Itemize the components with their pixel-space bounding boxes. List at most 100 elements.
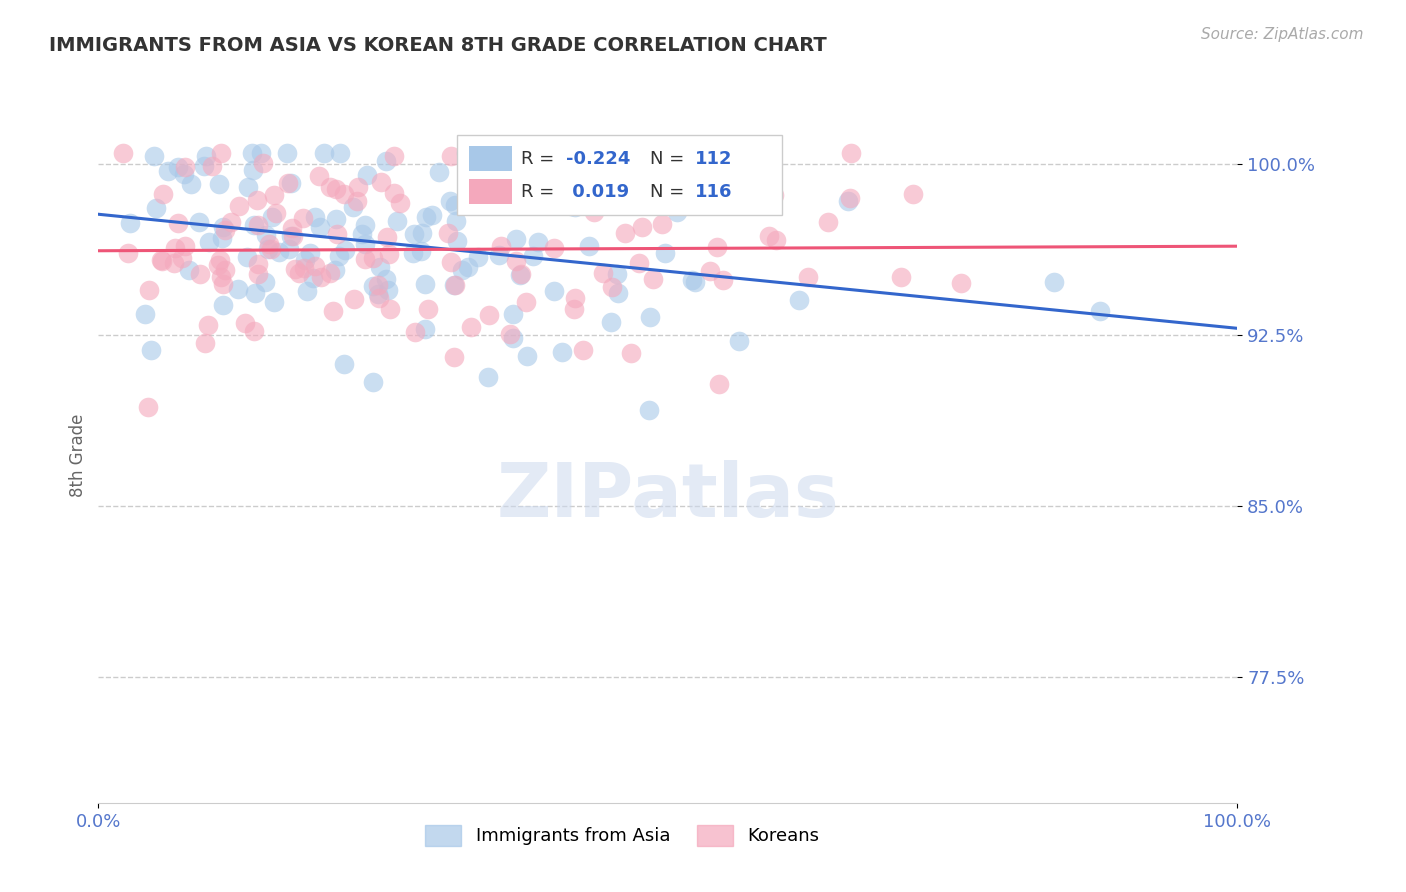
Point — [454, 145, 477, 160]
Point — [291, 211, 314, 226]
Point — [257, 242, 280, 256]
Point — [260, 210, 283, 224]
Point — [361, 375, 384, 389]
Point — [643, 272, 665, 286]
Point — [195, 149, 218, 163]
Point — [243, 285, 266, 300]
Point — [738, 188, 761, 202]
Point — [543, 284, 565, 298]
Point — [243, 324, 266, 338]
Point — [281, 221, 304, 235]
Point — [254, 228, 277, 243]
Point — [246, 193, 269, 207]
Point — [572, 343, 595, 357]
Point — [207, 259, 229, 273]
Text: IMMIGRANTS FROM ASIA VS KOREAN 8TH GRADE CORRELATION CHART: IMMIGRANTS FROM ASIA VS KOREAN 8TH GRADE… — [49, 36, 827, 54]
Point — [527, 235, 550, 250]
Point — [509, 268, 531, 282]
Point — [578, 239, 600, 253]
Point — [378, 247, 401, 261]
Point — [416, 302, 439, 317]
Point — [193, 159, 215, 173]
Text: Source: ZipAtlas.com: Source: ZipAtlas.com — [1201, 27, 1364, 42]
Point — [276, 145, 298, 160]
Point — [194, 335, 217, 350]
Point — [758, 229, 780, 244]
Point — [522, 249, 544, 263]
Point — [280, 229, 302, 244]
Point — [209, 269, 232, 284]
Point — [172, 251, 194, 265]
Point — [443, 278, 465, 293]
Point — [551, 344, 574, 359]
Point — [150, 253, 173, 268]
Point — [444, 197, 467, 211]
Point — [292, 260, 315, 275]
Text: N =: N = — [650, 150, 689, 168]
Point — [250, 145, 273, 160]
Point — [564, 301, 586, 316]
Point — [411, 226, 433, 240]
FancyBboxPatch shape — [457, 135, 782, 215]
Point — [139, 343, 162, 357]
Point — [382, 186, 405, 200]
Point — [235, 250, 257, 264]
Point — [370, 260, 392, 275]
Point — [439, 194, 461, 208]
Point — [149, 253, 172, 268]
Point — [515, 294, 537, 309]
Point — [319, 180, 342, 194]
Point — [367, 286, 389, 301]
Point — [277, 177, 299, 191]
Point — [333, 357, 356, 371]
Point — [415, 210, 437, 224]
Point — [651, 217, 673, 231]
Point — [252, 156, 274, 170]
Point — [620, 346, 643, 360]
Point — [443, 278, 465, 293]
Legend: Immigrants from Asia, Koreans: Immigrants from Asia, Koreans — [418, 818, 827, 853]
Point — [564, 291, 586, 305]
Point — [278, 243, 301, 257]
Point — [333, 243, 356, 257]
Text: R =: R = — [522, 150, 560, 168]
Point — [201, 160, 224, 174]
Point — [346, 194, 368, 208]
Point — [606, 267, 628, 281]
FancyBboxPatch shape — [468, 179, 512, 204]
Point — [839, 145, 862, 160]
Point — [208, 253, 231, 268]
Point — [543, 241, 565, 255]
Point — [817, 215, 839, 229]
Point — [259, 236, 281, 251]
Point — [354, 237, 377, 252]
Point — [440, 255, 463, 269]
Point — [347, 180, 370, 194]
Point — [197, 318, 219, 332]
Point — [242, 162, 264, 177]
Point — [683, 275, 706, 289]
Point — [682, 273, 704, 287]
Point — [177, 262, 200, 277]
Point — [264, 206, 287, 220]
Point — [325, 227, 347, 242]
Point — [361, 251, 384, 265]
Point — [654, 246, 676, 260]
Point — [368, 291, 391, 305]
Point — [328, 249, 350, 263]
Point — [284, 261, 307, 276]
Point — [375, 230, 398, 244]
Point — [240, 145, 263, 160]
Point — [631, 219, 654, 234]
Point — [247, 218, 270, 232]
Point — [492, 193, 515, 207]
Point — [322, 304, 344, 318]
Point — [404, 227, 426, 242]
Point — [890, 270, 912, 285]
Point — [382, 148, 405, 162]
Point — [446, 234, 468, 248]
Point — [560, 199, 582, 213]
Point — [378, 302, 401, 317]
Point — [163, 256, 186, 270]
Point — [304, 260, 326, 274]
